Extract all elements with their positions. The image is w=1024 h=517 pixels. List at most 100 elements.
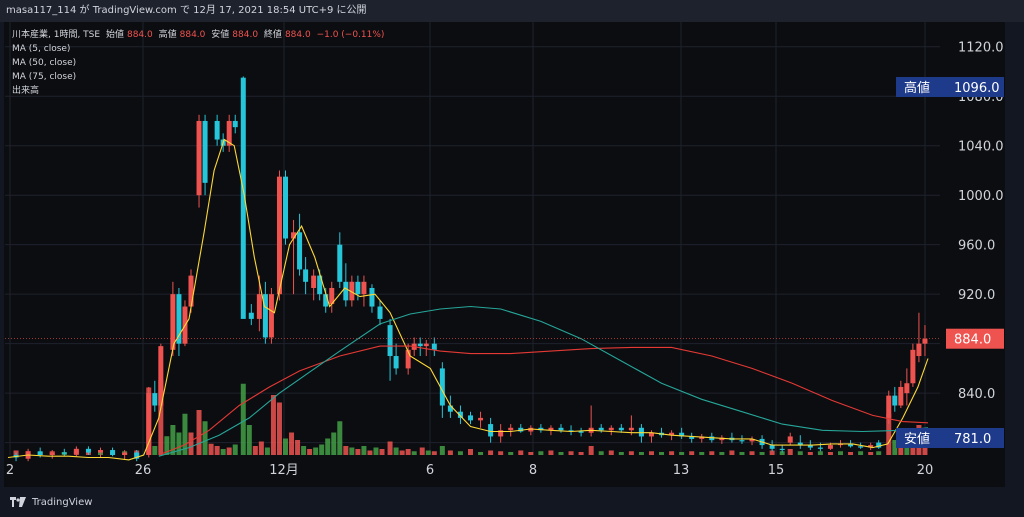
price-axis[interactable]: 1120.01080.01040.01000.0960.0920.0880.08… [896,22,1005,487]
volume-bar [719,452,725,455]
volume-bar [355,449,361,455]
candle-body [508,427,514,431]
volume-bar [214,446,220,455]
time-axis[interactable]: 2 26 12月 6 8 13 15 20 [6,463,933,478]
candle-body [807,445,813,448]
volume-bar [373,447,379,455]
candle-body [876,442,882,448]
volume-bar [325,438,331,455]
candle-body [769,445,775,449]
candle-body [369,287,375,307]
candle-body [146,393,152,455]
volume-bar [252,446,258,455]
volume-bar [276,402,282,455]
volume-bar [468,449,473,455]
candle-body [838,443,843,446]
volume-bar [689,451,695,455]
ma75-legend[interactable]: MA (75, close) [12,72,77,82]
volume-bar [578,452,584,455]
volume-bar [202,421,208,455]
candle-body [85,448,91,453]
volume-bar [478,452,484,455]
volume-bar [886,413,892,455]
volume-legend[interactable]: 出来高 [12,86,40,96]
candle-body [779,448,785,451]
candle-body [196,120,202,196]
volume-bar [588,446,594,455]
volume-bar [548,450,554,455]
volume-bar [264,447,270,455]
volume-bar [307,449,313,455]
candle-body [303,269,309,282]
candle-body [669,432,675,436]
candle-body [276,176,282,295]
volume-bar [628,451,634,455]
time-tick-label: 2 [6,463,14,478]
candle-body [311,275,317,288]
volume-bar [152,446,158,455]
candle-body [393,356,399,369]
candle-body [405,349,411,369]
candle-body [152,393,158,406]
volume-bar [361,446,367,455]
moving-averages [7,138,929,461]
candle-body [638,427,644,437]
volume-bar [518,450,524,455]
candle-body [170,294,176,350]
ma5-legend[interactable]: MA (5, close) [12,44,71,54]
candle-body [387,325,393,357]
candle-body [447,405,453,412]
volume-bar [176,432,182,455]
candle-body [679,432,685,437]
time-tick-label: 12月 [269,463,299,478]
candle-body [787,436,793,443]
volume-bar [892,440,898,455]
candle-body [417,343,423,347]
candle-body [488,424,494,437]
volume-bar [379,449,385,455]
volume-bar [387,441,393,455]
symbol-line: 川本産業, 1時間, TSE [12,30,101,40]
volume-bar [904,441,910,455]
volume-bar [258,441,264,455]
price-axis-bg [941,22,1005,487]
candle-body [188,275,194,307]
volume-bar [749,451,755,455]
volume-bar [399,450,405,455]
ma50-legend[interactable]: MA (50, close) [12,58,77,68]
volume-bar [411,451,417,455]
candle-body [916,343,922,357]
volume-bar [226,447,232,455]
volume-bar [319,444,325,455]
candle-body [898,386,904,406]
volume-bar [779,451,785,455]
volume-bar [498,451,504,455]
volume-bar [289,432,295,455]
volume-bar [170,425,176,455]
candle-body [214,120,220,140]
candle-body [248,312,254,319]
volume-bar [196,410,202,455]
candle-body [528,427,534,432]
volume-bar [270,395,276,455]
candle-body [739,440,745,442]
candle-body [349,281,355,301]
volume-bar [759,452,765,455]
volume-bar [827,452,833,455]
volume-bar [558,452,564,455]
ma50-line [158,345,929,456]
candle-body [749,438,755,442]
volume-bar [240,383,246,455]
chart-legend: 川本産業, 1時間, TSE 始値 884.0 高値 884.0 安値 884.0 終… [12,28,387,98]
candle-body [291,232,297,239]
candle-body [578,431,584,433]
volume-bar [182,413,188,455]
volume-bar [568,451,574,455]
volume-bar [659,452,665,455]
low-label: 安値 [211,30,230,40]
close-label: 終値 [263,30,282,40]
candle-body [558,427,564,431]
candle-body [423,343,429,347]
candles [13,76,928,462]
